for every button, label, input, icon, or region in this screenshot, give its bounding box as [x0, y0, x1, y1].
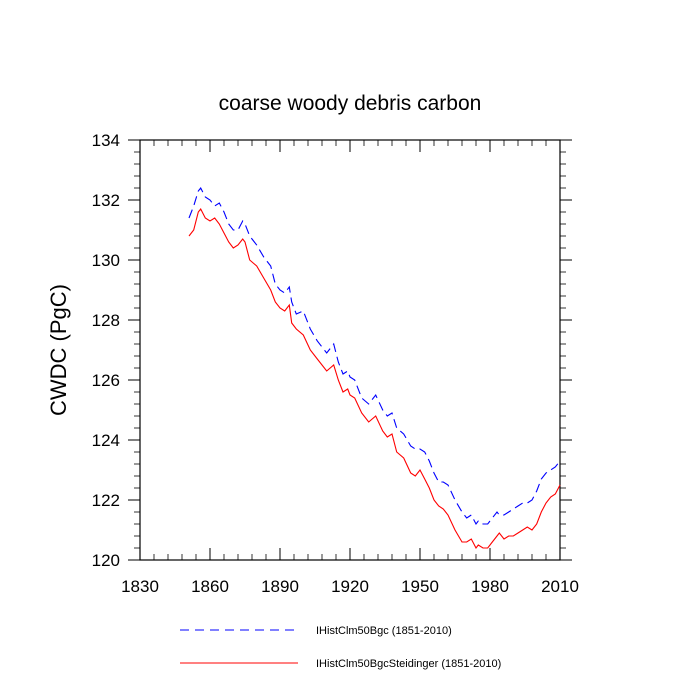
x-tick-label: 2010: [541, 577, 579, 596]
y-axis-label: CWDC (PgC): [46, 284, 71, 416]
x-tick-label: 1890: [261, 577, 299, 596]
plot-frame: [139, 139, 561, 561]
y-tick-label: 130: [92, 251, 120, 270]
y-tick-label: 126: [92, 371, 120, 390]
x-tick-label: 1920: [331, 577, 369, 596]
axes: 1830 1860 1890 1920 1950 1980 2010 120 122 124 126…: [92, 131, 579, 596]
y-tick-label: 124: [92, 431, 120, 450]
x-tick-label: 1830: [121, 577, 159, 596]
y-tick-label: 122: [92, 491, 120, 510]
series-line-1: [188, 207, 561, 550]
legend-label-1: IHistClm50BgcSteidinger (1851-2010): [316, 658, 501, 670]
legend-label-0: IHistClm50Bgc (1851-2010): [316, 625, 452, 637]
legend: IHistClm50Bgc (1851-2010) IHistClm50BgcSt…: [180, 625, 501, 670]
x-tick-label: 1980: [471, 577, 509, 596]
x-tick-label: 1950: [401, 577, 439, 596]
x-tick-label: 1860: [191, 577, 229, 596]
y-tick-label: 128: [92, 311, 120, 330]
chart-title: coarse woody debris carbon: [219, 92, 482, 115]
series-group: [188, 186, 561, 550]
y-tick-label: 132: [92, 191, 120, 210]
y-tick-label: 134: [92, 131, 120, 150]
series-line-0: [188, 186, 561, 526]
y-tick-label: 120: [92, 551, 120, 570]
